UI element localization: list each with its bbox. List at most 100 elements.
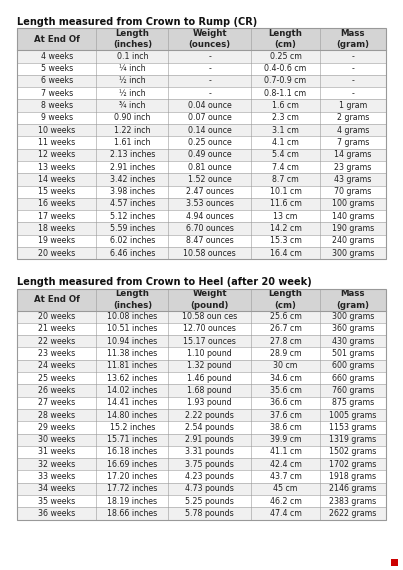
Text: 4.73 pounds: 4.73 pounds: [185, 484, 234, 494]
Text: 1918 grams: 1918 grams: [329, 472, 376, 481]
Text: 1.46 pound: 1.46 pound: [187, 374, 232, 382]
Text: 1.6 cm: 1.6 cm: [272, 101, 299, 110]
Text: 23 weeks: 23 weeks: [38, 349, 75, 358]
Text: Length
(cm): Length (cm): [268, 290, 302, 310]
Text: 5.4 cm: 5.4 cm: [272, 150, 299, 159]
Bar: [17, 75, 386, 87]
Text: -: -: [208, 89, 211, 97]
Text: 190 grams: 190 grams: [332, 224, 374, 233]
Text: ¾ inch: ¾ inch: [119, 101, 145, 110]
Text: 16.4 cm: 16.4 cm: [270, 249, 301, 258]
Bar: [17, 161, 386, 173]
Text: Length measured from Crown to Rump (CR): Length measured from Crown to Rump (CR): [17, 17, 257, 27]
Text: -: -: [351, 64, 354, 73]
Text: 47.4 cm: 47.4 cm: [270, 509, 301, 518]
Text: 43.7 cm: 43.7 cm: [270, 472, 301, 481]
Text: -: -: [351, 89, 354, 97]
Bar: [17, 28, 386, 50]
Text: 1319 grams: 1319 grams: [329, 435, 376, 444]
Bar: [17, 421, 386, 434]
Text: 16.69 inches: 16.69 inches: [107, 460, 158, 469]
Text: At End Of: At End Of: [34, 35, 80, 44]
Text: 14.2 cm: 14.2 cm: [270, 224, 301, 233]
Text: 8.7 cm: 8.7 cm: [272, 175, 299, 184]
Text: 27 weeks: 27 weeks: [38, 398, 75, 407]
Text: 36.6 cm: 36.6 cm: [270, 398, 301, 407]
Bar: [17, 124, 386, 136]
Text: 501 grams: 501 grams: [332, 349, 374, 358]
Text: 760 grams: 760 grams: [332, 386, 374, 395]
Bar: [17, 99, 386, 112]
Bar: [17, 112, 386, 124]
Text: 300 grams: 300 grams: [332, 312, 374, 321]
Text: 42.4 cm: 42.4 cm: [270, 460, 301, 469]
Text: 3.42 inches: 3.42 inches: [110, 175, 155, 184]
Bar: [17, 28, 386, 259]
Text: 17.20 inches: 17.20 inches: [107, 472, 158, 481]
Text: Mass
(gram): Mass (gram): [336, 29, 369, 49]
Text: 12.70 ounces: 12.70 ounces: [183, 324, 236, 333]
Text: -: -: [351, 76, 354, 86]
Bar: [17, 235, 386, 247]
Text: 20 weeks: 20 weeks: [38, 312, 75, 321]
Bar: [17, 495, 386, 507]
Text: 2383 grams: 2383 grams: [329, 496, 376, 506]
Text: 10.58 ounces: 10.58 ounces: [183, 249, 236, 258]
Bar: [17, 483, 386, 495]
Text: 28 weeks: 28 weeks: [38, 410, 75, 420]
Bar: [17, 149, 386, 161]
Text: 6 weeks: 6 weeks: [41, 76, 73, 86]
Text: 1502 grams: 1502 grams: [329, 447, 376, 457]
Text: 31 weeks: 31 weeks: [38, 447, 75, 457]
Text: 11.81 inches: 11.81 inches: [107, 361, 158, 370]
Text: 11.38 inches: 11.38 inches: [107, 349, 158, 358]
Bar: [17, 335, 386, 347]
Text: 1005 grams: 1005 grams: [329, 410, 376, 420]
Text: 21 weeks: 21 weeks: [38, 324, 75, 333]
Text: Length
(inches): Length (inches): [113, 290, 152, 310]
Text: 34 weeks: 34 weeks: [38, 484, 75, 494]
Bar: [391, 559, 398, 566]
Bar: [17, 173, 386, 185]
Text: 0.49 ounce: 0.49 ounce: [188, 150, 232, 159]
Text: 13 cm: 13 cm: [273, 211, 298, 221]
Text: 33 weeks: 33 weeks: [38, 472, 75, 481]
Text: 19 weeks: 19 weeks: [38, 237, 75, 245]
Text: 0.81 ounce: 0.81 ounce: [188, 162, 232, 172]
Text: 5.59 inches: 5.59 inches: [110, 224, 155, 233]
Text: 0.7-0.9 cm: 0.7-0.9 cm: [264, 76, 307, 86]
Text: 43 grams: 43 grams: [334, 175, 372, 184]
Text: 6.46 inches: 6.46 inches: [110, 249, 155, 258]
Text: 7 grams: 7 grams: [337, 138, 369, 147]
Text: 1.32 pound: 1.32 pound: [187, 361, 232, 370]
Bar: [17, 63, 386, 75]
Text: 1.93 pound: 1.93 pound: [187, 398, 232, 407]
Text: 28.9 cm: 28.9 cm: [270, 349, 301, 358]
Text: 7 weeks: 7 weeks: [41, 89, 73, 97]
Bar: [17, 87, 386, 99]
Text: 2.91 inches: 2.91 inches: [110, 162, 155, 172]
Bar: [17, 409, 386, 421]
Text: -: -: [351, 52, 354, 61]
Text: ½ inch: ½ inch: [119, 89, 145, 97]
Text: 32 weeks: 32 weeks: [38, 460, 75, 469]
Text: 0.1 inch: 0.1 inch: [116, 52, 148, 61]
Bar: [17, 288, 386, 311]
Text: 15.2 inches: 15.2 inches: [110, 423, 155, 432]
Text: Length measured from Crown to Heel (after 20 week): Length measured from Crown to Heel (afte…: [17, 277, 312, 287]
Text: 2.22 pounds: 2.22 pounds: [185, 410, 234, 420]
Text: 1.22 inch: 1.22 inch: [114, 125, 151, 135]
Bar: [17, 311, 386, 323]
Text: 18.19 inches: 18.19 inches: [107, 496, 158, 506]
Text: Mass
(gram): Mass (gram): [336, 290, 369, 310]
Text: 100 grams: 100 grams: [332, 200, 374, 209]
Bar: [17, 446, 386, 458]
Text: 17 weeks: 17 weeks: [38, 211, 75, 221]
Text: 10.94 inches: 10.94 inches: [107, 337, 158, 346]
Text: 29 weeks: 29 weeks: [38, 423, 75, 432]
Bar: [17, 434, 386, 446]
Text: ½ inch: ½ inch: [119, 76, 145, 86]
Text: 0.25 cm: 0.25 cm: [270, 52, 301, 61]
Text: 15.71 inches: 15.71 inches: [107, 435, 158, 444]
Bar: [17, 507, 386, 520]
